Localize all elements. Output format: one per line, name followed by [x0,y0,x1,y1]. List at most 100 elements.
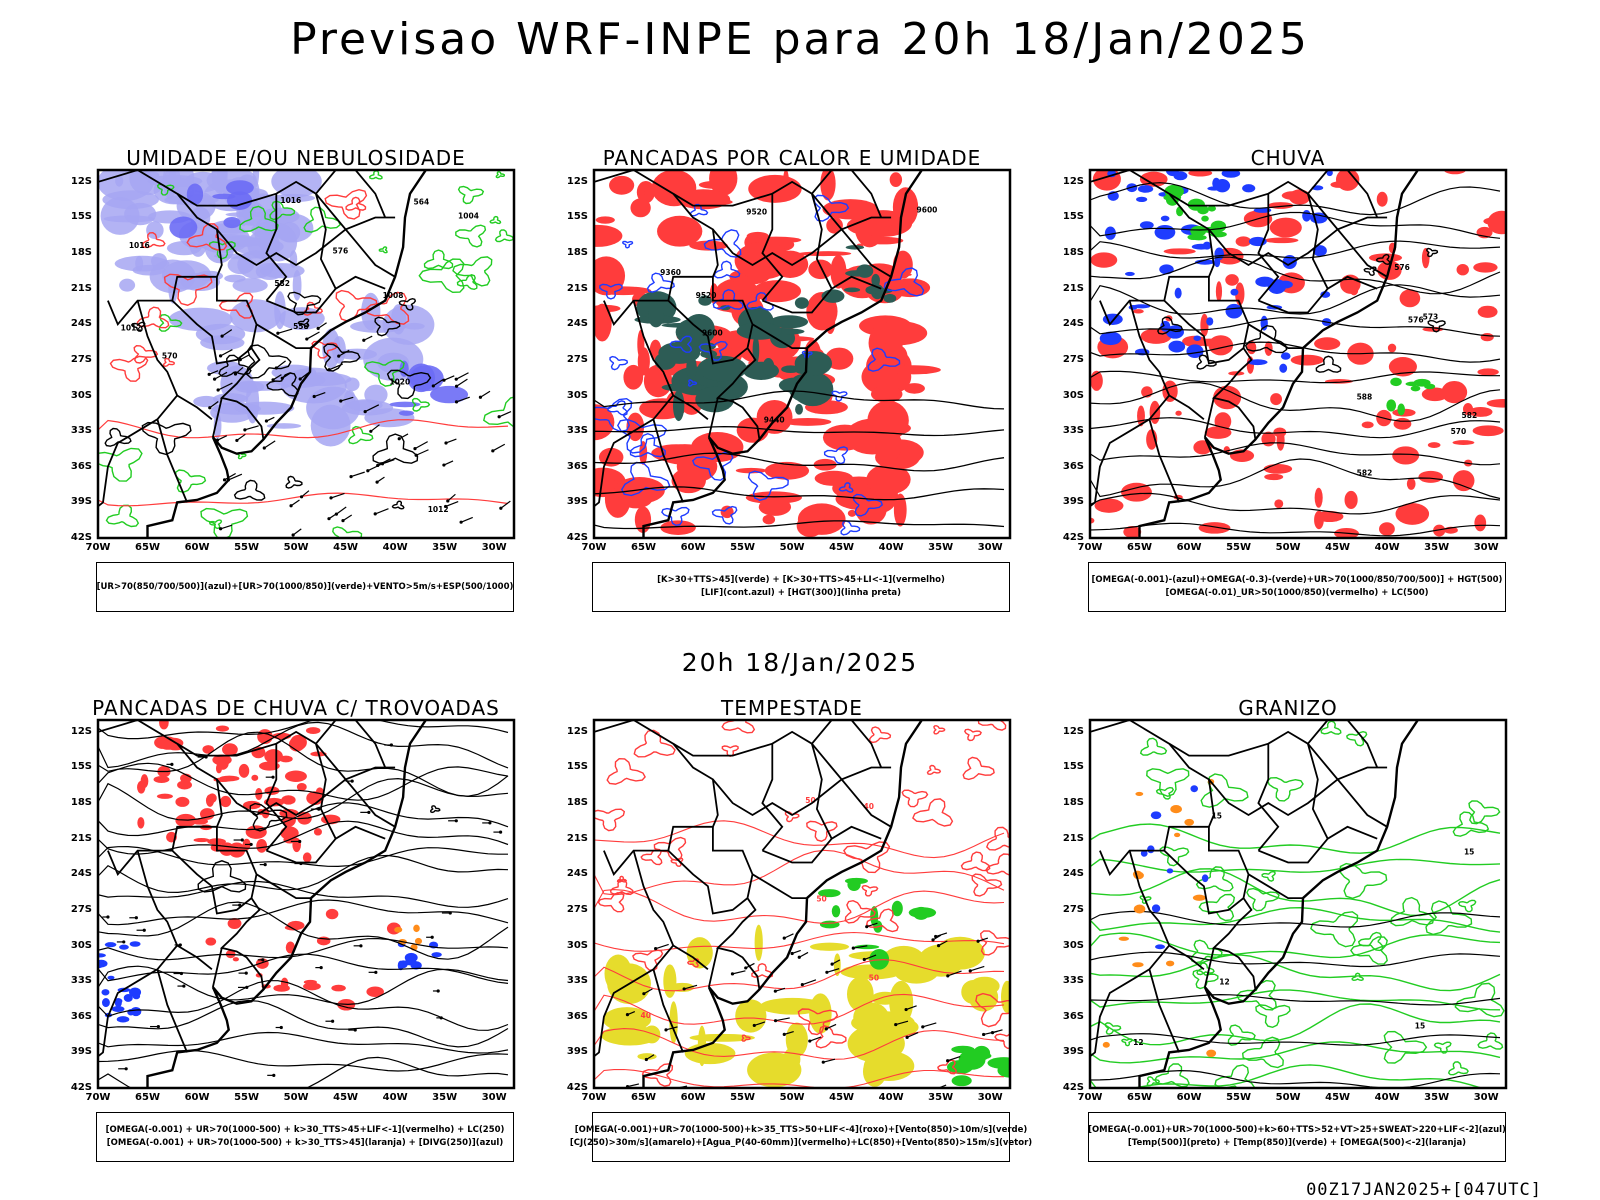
humidity-core [430,385,469,404]
state-border [752,873,806,899]
latitude-label: 12S [566,725,588,737]
omega-area [1302,210,1311,222]
legend-box: [OMEGA(-0.001)+UR>70(1000-500)+k>35_TTS>… [570,1112,1032,1162]
state-border [1163,276,1250,365]
thunderstorm-area [273,984,290,992]
longitude-label: 65W [135,542,160,553]
water-content-contour [971,873,1003,897]
longitude-label: 70W [581,542,607,553]
wind-vector [374,508,389,515]
water-content-contour [861,884,879,897]
streamline [1090,458,1501,500]
rain-area [1281,191,1307,200]
streamline-arrow [436,989,440,993]
state-border [1163,826,1250,915]
divergence-area [129,941,141,947]
omega-500-area [1170,804,1182,814]
longitude-label: 50W [779,542,805,553]
wind-vector [446,499,450,503]
state-border [1307,193,1329,290]
legend-line: [OMEGA(-0.001)+UR>70(1000-500)+k>60+TTS>… [1088,1125,1506,1135]
wind-vector [342,514,353,522]
divergence-area [431,952,442,958]
legend-line: [K>30+TTS>45](verde) + [K>30+TTS>45+LI<-… [657,575,945,585]
lifted-index-contour [646,272,675,293]
state-border [712,766,892,817]
lifted-index-contour [689,203,709,217]
wind-vector [808,1039,812,1043]
wind-vector [264,419,269,423]
water-content-contour [721,745,739,758]
humidity-contour [158,313,183,332]
latitude-label: 21S [1062,832,1084,844]
instability-area [597,233,614,238]
temp-850-contour [1477,1032,1504,1050]
instability-area [671,468,706,494]
omega-area [1128,305,1138,310]
jet-stream-area [757,1053,796,1086]
wind-vector [339,399,343,403]
wind-vector [316,326,320,330]
legend-line: [OMEGA(-0.001) + UR>70(1000-500) + k>30_… [106,1138,504,1148]
wind-vector [938,940,948,947]
wind-vector [775,1017,790,1022]
omega-strong-area [1390,377,1402,387]
streamline [594,1068,1004,1088]
longitude-label: 55W [730,542,756,553]
longitude-label: 65W [1127,1092,1152,1103]
wind-vector [327,517,331,521]
humidity-area [119,278,136,292]
wind-vector [905,1035,909,1039]
convective-area [394,926,403,933]
humidity-area [115,175,124,187]
streamline [98,965,509,1006]
contour-label: 570 [162,352,178,361]
latitude-label: 30S [566,389,588,401]
latitude-label: 30S [566,939,588,951]
wind-vector [947,1055,961,1062]
instability-core [794,297,809,309]
omega-strong-area [1207,205,1216,212]
instability-area [867,400,909,441]
omega-area [1242,184,1256,193]
latitude-label: 33S [1062,975,1084,987]
latitude-label: 42S [566,532,588,543]
longitude-label: 55W [234,542,260,553]
wind-vector [444,504,448,509]
streamline-arrow [374,970,378,974]
wind-vector [375,480,379,484]
humidity-area [306,386,361,430]
wind-vector [281,372,292,379]
contour-label: 40 [641,1011,651,1020]
coastline [1138,170,1420,538]
contour-label: 40 [864,802,874,811]
longitude-label: 65W [631,1092,656,1103]
rain-area [1274,499,1284,509]
rain-area [1421,387,1449,402]
wind-vector [337,354,341,358]
latitude-label: 18S [1062,797,1084,809]
rain-area [1456,264,1469,276]
contour-label: 576 [333,247,349,256]
instability-core [695,386,735,413]
humidity-contour [483,396,514,428]
thunderstorm-area [227,918,242,929]
wind-vector [864,954,877,961]
water-content-contour [633,729,676,758]
instability-area [889,172,903,187]
contour-label: 15 [1212,812,1222,821]
rain-area [1261,431,1276,447]
water-content-contour [975,992,1010,1028]
instability-area [623,364,644,390]
wind-vector [262,446,266,450]
rain-area [1188,170,1213,177]
latitude-label: 36S [1062,460,1084,472]
latitude-label: 30S [1062,939,1084,951]
rain-area [1290,354,1324,366]
humidity-core [407,363,436,393]
wind-vector [220,524,233,530]
wind-vector [442,463,446,467]
wind-vector [798,951,809,958]
latitude-label: 18S [566,797,588,809]
